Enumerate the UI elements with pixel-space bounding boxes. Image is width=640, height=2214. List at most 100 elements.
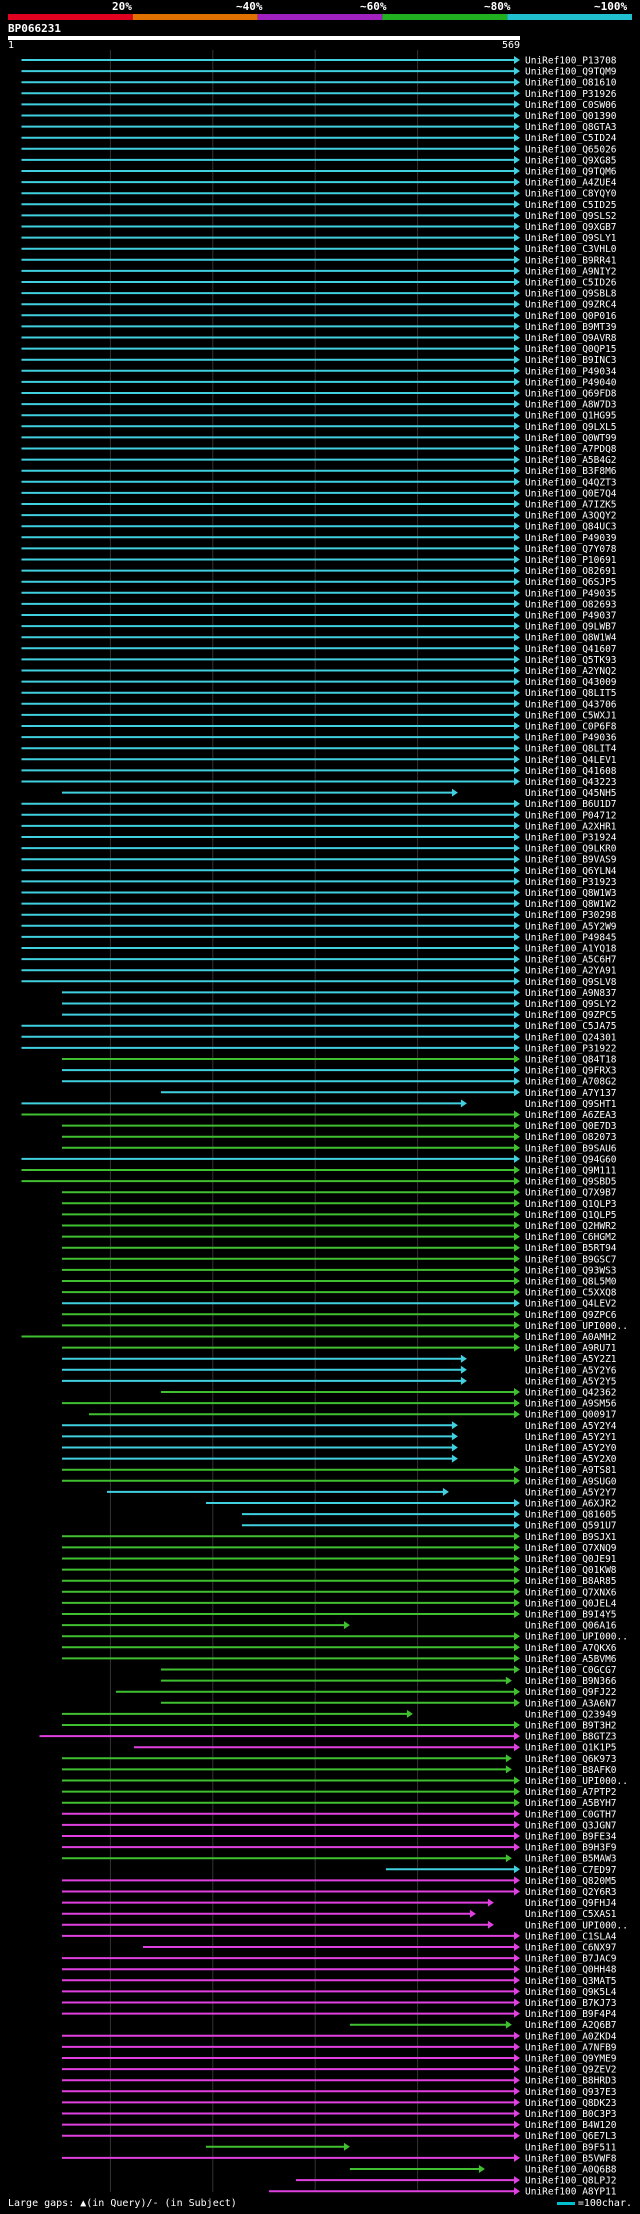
- hit-label[interactable]: UniRef100_B8AR85: [525, 1576, 617, 1587]
- hit-label[interactable]: UniRef100_Q8W1W4: [525, 633, 617, 644]
- hit-row[interactable]: UniRef100_Q00917: [88, 1410, 617, 1421]
- hit-label[interactable]: UniRef100_P04712: [525, 810, 617, 821]
- hit-row[interactable]: UniRef100_C6HGM2: [61, 1232, 617, 1243]
- hit-row[interactable]: UniRef100_A2Q6B7: [349, 2020, 617, 2031]
- hit-row[interactable]: UniRef100_Q43706: [21, 699, 617, 710]
- hit-row[interactable]: UniRef100_Q4LEV2: [61, 1299, 617, 1310]
- hit-row[interactable]: UniRef100_A7QKX6: [61, 1643, 617, 1654]
- hit-label[interactable]: UniRef100_A9SM56: [525, 1399, 617, 1410]
- hit-row[interactable]: UniRef100_Q43223: [21, 777, 617, 788]
- hit-label[interactable]: UniRef100_Q9ZPC6: [525, 1310, 617, 1321]
- hit-label[interactable]: UniRef100_B8GTZ3: [525, 1732, 617, 1743]
- hit-row[interactable]: UniRef100_Q7Y078: [21, 544, 617, 555]
- hit-row[interactable]: UniRef100_B5MAW3: [61, 1854, 617, 1865]
- hit-row[interactable]: UniRef100_Q9M111: [21, 1166, 617, 1177]
- hit-row[interactable]: UniRef100_Q9TQM6: [21, 167, 617, 178]
- hit-row[interactable]: UniRef100_UPI000..: [61, 1632, 628, 1643]
- hit-row[interactable]: UniRef100_B9RR41: [21, 255, 617, 266]
- hit-label[interactable]: UniRef100_C5JA75: [525, 1021, 617, 1032]
- hit-row[interactable]: UniRef100_Q9ZRC4: [21, 300, 617, 311]
- hit-row[interactable]: UniRef100_B4W120: [61, 2120, 617, 2131]
- hit-row[interactable]: UniRef100_A5Y2Y7: [106, 1487, 617, 1498]
- hit-label[interactable]: UniRef100_A3A6N7: [525, 1698, 617, 1709]
- hit-row[interactable]: UniRef100_A9N837: [61, 988, 617, 999]
- hit-label[interactable]: UniRef100_Q3JGN7: [525, 1820, 617, 1831]
- hit-row[interactable]: UniRef100_C1SLA4: [61, 1931, 617, 1942]
- hit-label[interactable]: UniRef100_Q2HWR2: [525, 1221, 617, 1232]
- hit-row[interactable]: UniRef100_Q1K1P5: [133, 1743, 617, 1754]
- hit-row[interactable]: UniRef100_Q7XNQ9: [61, 1543, 617, 1554]
- hit-row[interactable]: UniRef100_A4ZUE4: [21, 178, 617, 189]
- hit-label[interactable]: UniRef100_C3VHL0: [525, 244, 617, 255]
- hit-row[interactable]: UniRef100_B9MT39: [21, 322, 617, 333]
- hit-row[interactable]: UniRef100_Q9ZPC5: [61, 1010, 617, 1021]
- hit-label[interactable]: UniRef100_B9SJX1: [525, 1532, 617, 1543]
- hit-label[interactable]: UniRef100_P49036: [525, 733, 617, 744]
- hit-row[interactable]: UniRef100_A2YNQ2: [21, 666, 617, 677]
- hit-row[interactable]: UniRef100_B8AR85: [61, 1576, 617, 1587]
- hit-row[interactable]: UniRef100_B9VAS9: [21, 855, 617, 866]
- hit-row[interactable]: UniRef100_Q9FRX3: [61, 1066, 617, 1077]
- hit-row[interactable]: UniRef100_P10691: [21, 555, 617, 566]
- hit-row[interactable]: UniRef100_Q9XG85: [21, 155, 617, 166]
- hit-label[interactable]: UniRef100_A9NIY2: [525, 266, 617, 277]
- hit-label[interactable]: UniRef100_Q7Y078: [525, 544, 617, 555]
- hit-row[interactable]: UniRef100_Q23949: [61, 1709, 617, 1720]
- hit-label[interactable]: UniRef100_Q9LXL5: [525, 422, 617, 433]
- hit-label[interactable]: UniRef100_A2Q6B7: [525, 2020, 617, 2031]
- hit-label[interactable]: UniRef100_A5Y2Y7: [525, 1487, 617, 1498]
- hit-label[interactable]: UniRef100_A2YA91: [525, 966, 617, 977]
- hit-row[interactable]: UniRef100_Q93WS3: [61, 1265, 617, 1276]
- hit-label[interactable]: UniRef100_P31924: [525, 833, 617, 844]
- hit-row[interactable]: UniRef100_Q94G60: [21, 1154, 617, 1165]
- hit-label[interactable]: UniRef100_Q7XNQ9: [525, 1543, 617, 1554]
- hit-row[interactable]: UniRef100_Q9SLY1: [21, 233, 617, 244]
- hit-row[interactable]: UniRef100_A3QQY2: [21, 511, 617, 522]
- hit-label[interactable]: UniRef100_Q9SLS2: [525, 211, 617, 222]
- hit-row[interactable]: UniRef100_A7IZK5: [21, 500, 617, 511]
- hit-label[interactable]: UniRef100_C5ID24: [525, 133, 617, 144]
- hit-label[interactable]: UniRef100_Q0E7D3: [525, 1121, 617, 1132]
- hit-row[interactable]: UniRef100_C0GTH7: [61, 1809, 617, 1820]
- hit-label[interactable]: UniRef100_A5BYH7: [525, 1798, 617, 1809]
- hit-label[interactable]: UniRef100_Q9FHJ4: [525, 1898, 617, 1909]
- hit-label[interactable]: UniRef100_B9FE34: [525, 1832, 617, 1843]
- hit-row[interactable]: UniRef100_Q42362: [160, 1388, 617, 1399]
- hit-row[interactable]: UniRef100_Q9SBL8: [21, 289, 617, 300]
- hit-label[interactable]: UniRef100_Q8LIT5: [525, 688, 617, 699]
- hit-row[interactable]: UniRef100_Q8LIT5: [21, 688, 617, 699]
- hit-label[interactable]: UniRef100_Q43223: [525, 777, 617, 788]
- hit-label[interactable]: UniRef100_Q9M111: [525, 1166, 617, 1177]
- hit-row[interactable]: UniRef100_Q4QZT3: [21, 477, 617, 488]
- hit-row[interactable]: UniRef100_Q3JGN7: [61, 1820, 617, 1831]
- hit-row[interactable]: UniRef100_Q9SLS2: [21, 211, 617, 222]
- hit-label[interactable]: UniRef100_Q9SLV8: [525, 977, 617, 988]
- hit-row[interactable]: UniRef100_Q5TK93: [21, 655, 617, 666]
- hit-row[interactable]: UniRef100_C5WXJ1: [21, 710, 617, 721]
- hit-row[interactable]: UniRef100_Q9XGB7: [21, 222, 617, 233]
- hit-label[interactable]: UniRef100_Q6YLN4: [525, 866, 617, 877]
- hit-label[interactable]: UniRef100_C5XAS1: [525, 1909, 617, 1920]
- hit-label[interactable]: UniRef100_P31922: [525, 1043, 617, 1054]
- hit-label[interactable]: UniRef100_Q84UC3: [525, 522, 617, 533]
- hit-label[interactable]: UniRef100_A9RU71: [525, 1343, 617, 1354]
- hit-label[interactable]: UniRef100_Q937E3: [525, 2087, 617, 2098]
- hit-row[interactable]: UniRef100_P49039: [21, 533, 617, 544]
- hit-row[interactable]: UniRef100_A5Y2Y5: [61, 1376, 617, 1387]
- hit-label[interactable]: UniRef100_Q8GTA3: [525, 122, 617, 133]
- hit-label[interactable]: UniRef100_Q41608: [525, 766, 617, 777]
- hit-label[interactable]: UniRef100_Q9YME9: [525, 2054, 617, 2065]
- hit-label[interactable]: UniRef100_C0GCG7: [525, 1665, 617, 1676]
- hit-row[interactable]: UniRef100_Q45NH5: [61, 788, 617, 799]
- hit-label[interactable]: UniRef100_A0ZKD4: [525, 2031, 617, 2042]
- hit-row[interactable]: UniRef100_Q1HG95: [21, 411, 617, 422]
- hit-label[interactable]: UniRef100_A0Q6B8: [525, 2165, 617, 2176]
- hit-row[interactable]: UniRef100_C0SW06: [21, 100, 617, 111]
- hit-label[interactable]: UniRef100_Q81605: [525, 1510, 617, 1521]
- hit-row[interactable]: UniRef100_C0P6F8: [21, 722, 617, 733]
- hit-label[interactable]: UniRef100_Q84T18: [525, 1055, 617, 1066]
- hit-row[interactable]: UniRef100_A5BVM6: [61, 1654, 617, 1665]
- hit-row[interactable]: UniRef100_A6XJR2: [205, 1499, 617, 1510]
- hit-label[interactable]: UniRef100_Q9XGB7: [525, 222, 617, 233]
- hit-label[interactable]: UniRef100_Q0HH48: [525, 1965, 617, 1976]
